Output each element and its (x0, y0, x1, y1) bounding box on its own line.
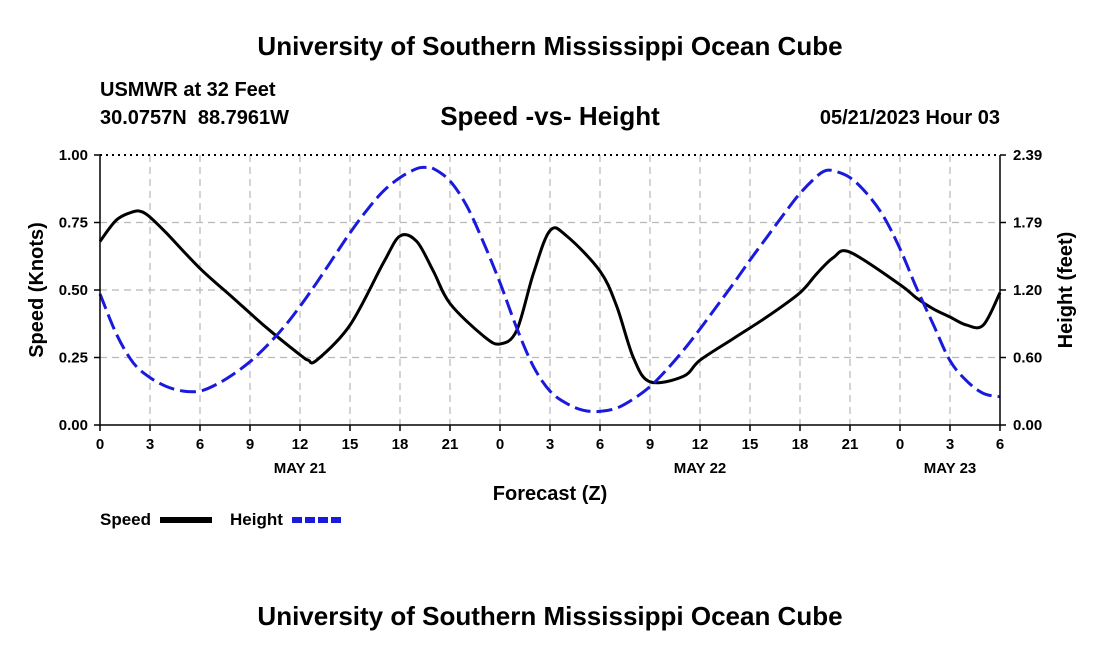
x-tick-label: 0 (896, 436, 904, 453)
y-left-tick-label: 0.75 (59, 215, 88, 232)
y-right-tick-label: 0.60 (1013, 350, 1042, 367)
y-left-tick-label: 0.50 (59, 282, 88, 299)
y-axis-left-label: Speed (Knots) (26, 222, 48, 358)
x-tick-label: 12 (292, 436, 309, 453)
y-right-tick-label: 0.00 (1013, 417, 1042, 434)
x-tick-label: 3 (146, 436, 154, 453)
x-tick-label: 6 (596, 436, 604, 453)
y-right-tick-label: 1.20 (1013, 282, 1042, 299)
chart-title: Speed -vs- Height (440, 101, 660, 131)
series-layer (98, 165, 1002, 414)
x-tick-label: 15 (742, 436, 759, 453)
series-line-speed (98, 209, 1002, 385)
grid-lines (100, 155, 1000, 425)
x-tick-label: 18 (792, 436, 809, 453)
axes (94, 154, 1006, 431)
x-tick-label: 12 (692, 436, 709, 453)
station-coords: 30.0757N 88.7961W (100, 107, 289, 129)
x-tick-label: 6 (996, 436, 1004, 453)
x-tick-label: 3 (546, 436, 554, 453)
x-tick-label: 9 (646, 436, 654, 453)
x-tick-label: 6 (196, 436, 204, 453)
y-left-tick-label: 1.00 (59, 147, 88, 164)
station-name: USMWR at 32 Feet (100, 79, 276, 101)
legend-height-label: Height (230, 510, 283, 529)
x-tick-label: 15 (342, 436, 359, 453)
y-right-tick-label: 1.79 (1013, 215, 1042, 232)
x-tick-label: 0 (496, 436, 504, 453)
date-label: MAY 23 (924, 460, 977, 477)
x-axis-label: Forecast (Z) (493, 483, 607, 505)
forecast-datetime: 05/21/2023 Hour 03 (820, 107, 1000, 129)
tick-labels: 0 3 6 9 12 15 18 21 0 3 6 9 12 15 18 21 0 3 6 0.00 0.00 0.25 0… (59, 147, 1042, 477)
series-line-height (98, 165, 1001, 414)
legend: Speed Height (100, 510, 342, 529)
x-tick-label: 3 (946, 436, 954, 453)
y-left-tick-label: 0.25 (59, 350, 88, 367)
y-axis-right-label: Height (feet) (1055, 232, 1077, 349)
x-tick-label: 21 (442, 436, 459, 453)
page-title-bottom: University of Southern Mississippi Ocean… (257, 601, 842, 631)
legend-speed-label: Speed (100, 510, 151, 529)
page-title-top: University of Southern Mississippi Ocean… (257, 31, 842, 61)
date-label: MAY 21 (274, 460, 327, 477)
date-label: MAY 22 (674, 460, 727, 477)
x-tick-label: 9 (246, 436, 254, 453)
x-tick-label: 18 (392, 436, 409, 453)
y-left-tick-label: 0.00 (59, 417, 88, 434)
y-right-tick-label: 2.39 (1013, 147, 1042, 164)
x-tick-label: 0 (96, 436, 104, 453)
x-tick-label: 21 (842, 436, 859, 453)
